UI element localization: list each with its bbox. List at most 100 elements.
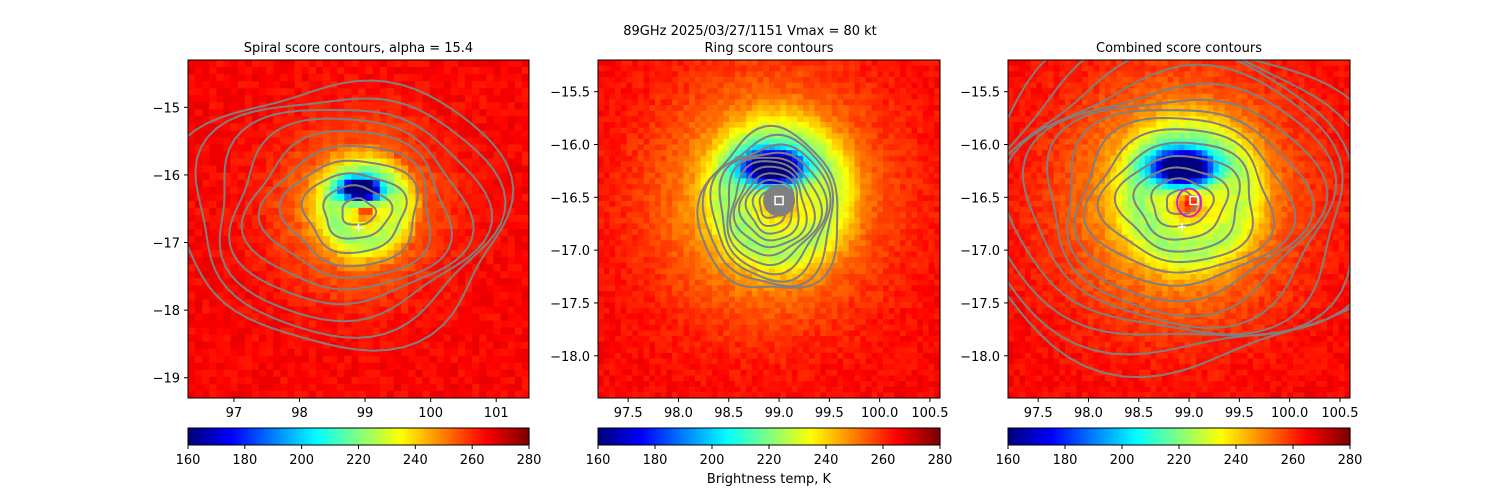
colorbar-segment: [375, 428, 379, 445]
colorbar-tick-label: 220: [757, 453, 782, 468]
colorbar-segment: [298, 428, 303, 445]
colorbar-segment: [369, 428, 374, 445]
colorbar-segment: [1347, 428, 1351, 445]
contour-level: [1132, 166, 1230, 241]
colorbar-segment: [726, 428, 730, 445]
x-tick-label: 100.5: [1321, 406, 1358, 421]
colorbar-segment: [1025, 428, 1029, 445]
colorbar-segment: [367, 428, 371, 445]
colorbar-segment: [808, 428, 813, 445]
colorbar-segment: [737, 428, 742, 445]
colorbar-segment: [335, 428, 340, 445]
colorbar-segment: [749, 428, 753, 445]
colorbar-segment: [1173, 428, 1177, 445]
y-tick-label: −18: [153, 304, 180, 319]
panel-title: Ring score contours: [704, 41, 833, 56]
colorbar-segment: [247, 428, 252, 445]
colorbar-segment: [409, 428, 414, 445]
colorbar-tick-label: 280: [928, 453, 953, 468]
colorbar-segment: [1335, 428, 1340, 445]
contour-level: [278, 159, 419, 268]
colorbar-segment: [1224, 428, 1229, 445]
colorbar-segment: [731, 428, 736, 445]
colorbar-segment: [600, 428, 605, 445]
colorbar-segment: [1073, 428, 1077, 445]
colorbar-tick-label: 200: [700, 453, 725, 468]
x-tick-label: 97.5: [614, 406, 643, 421]
colorbar-segment: [440, 428, 445, 445]
y-tick-label: −16.0: [550, 139, 590, 154]
colorbar-segment: [1190, 428, 1194, 445]
colorbar-segment: [1062, 428, 1066, 445]
colorbar-segment: [826, 428, 830, 445]
colorbar-tick-label: 280: [517, 453, 542, 468]
colorbar-segment: [222, 428, 226, 445]
colorbar-segment: [1119, 428, 1123, 445]
colorbar-segment: [511, 428, 516, 445]
colorbar-segment: [900, 428, 904, 445]
colorbar-segment: [216, 428, 220, 445]
colorbar-segment: [1267, 428, 1271, 445]
colorbar-segment: [635, 428, 639, 445]
colorbar-segment: [1307, 428, 1311, 445]
colorbar-segment: [1181, 428, 1186, 445]
colorbar-segment: [1216, 428, 1220, 445]
contour-level: [322, 184, 394, 240]
colorbar-segment: [626, 428, 630, 445]
contour-level: [1021, 82, 1338, 330]
colorbar-segment: [803, 428, 807, 445]
colorbar-segment: [415, 428, 419, 445]
colorbar-segment: [1107, 428, 1112, 445]
colorbar-segment: [1250, 428, 1254, 445]
colorbar-segment: [1321, 428, 1325, 445]
colorbar-tick-label: 240: [814, 453, 839, 468]
x-tick-label: 98: [291, 406, 308, 421]
colorbar-segment: [1116, 428, 1120, 445]
colorbar-segment: [652, 428, 656, 445]
colorbar-segment: [244, 428, 249, 445]
colorbar-segment: [1019, 428, 1023, 445]
colorbar-segment: [814, 428, 819, 445]
colorbar-segment: [500, 428, 505, 445]
colorbar-tick-label: 180: [643, 453, 668, 468]
colorbar-segment: [1139, 428, 1143, 445]
colorbar-segment: [897, 428, 901, 445]
colorbar-segment: [780, 428, 784, 445]
heatmap-image: [598, 60, 940, 398]
colorbar-segment: [293, 428, 297, 445]
colorbar-segment: [740, 428, 744, 445]
center-circle-marker: [1176, 187, 1203, 218]
colorbar-segment: [1084, 428, 1089, 445]
colorbar-segment: [797, 428, 801, 445]
x-tick-label: 100.0: [861, 406, 898, 421]
colorbar-segment: [381, 428, 385, 445]
colorbar-segment: [863, 428, 867, 445]
colorbar-segment: [934, 428, 938, 445]
colorbar-segment: [1096, 428, 1100, 445]
figure-suptitle: 89GHz 2025/03/27/1151 Vmax = 80 kt: [623, 24, 877, 39]
colorbar-segment: [788, 428, 793, 445]
colorbar-segment: [666, 428, 670, 445]
colorbar-segment: [598, 428, 602, 445]
colorbar-segment: [677, 428, 682, 445]
colorbar-segment: [1264, 428, 1268, 445]
colorbar-segment: [1295, 428, 1300, 445]
colorbar-segment: [1324, 428, 1328, 445]
colorbar-segment: [1275, 428, 1280, 445]
colorbar-segment: [304, 428, 308, 445]
colorbar-segment: [1318, 428, 1323, 445]
colorbar-segment: [617, 428, 622, 445]
colorbar-segment: [845, 428, 850, 445]
colorbar-tick-label: 200: [289, 453, 314, 468]
colorbar-segment: [1147, 428, 1152, 445]
colorbar-tick-label: 180: [232, 453, 257, 468]
colorbar-tick-label: 260: [1281, 453, 1306, 468]
colorbar-tick-label: 220: [1167, 453, 1192, 468]
colorbar-segment: [1087, 428, 1092, 445]
colorbar-segment: [259, 428, 263, 445]
colorbar-segment: [1241, 428, 1246, 445]
y-tick-label: −17.0: [960, 244, 1000, 259]
colorbar-segment: [1176, 428, 1180, 445]
colorbar-segment: [615, 428, 619, 445]
y-tick-label: −16.5: [550, 191, 590, 206]
